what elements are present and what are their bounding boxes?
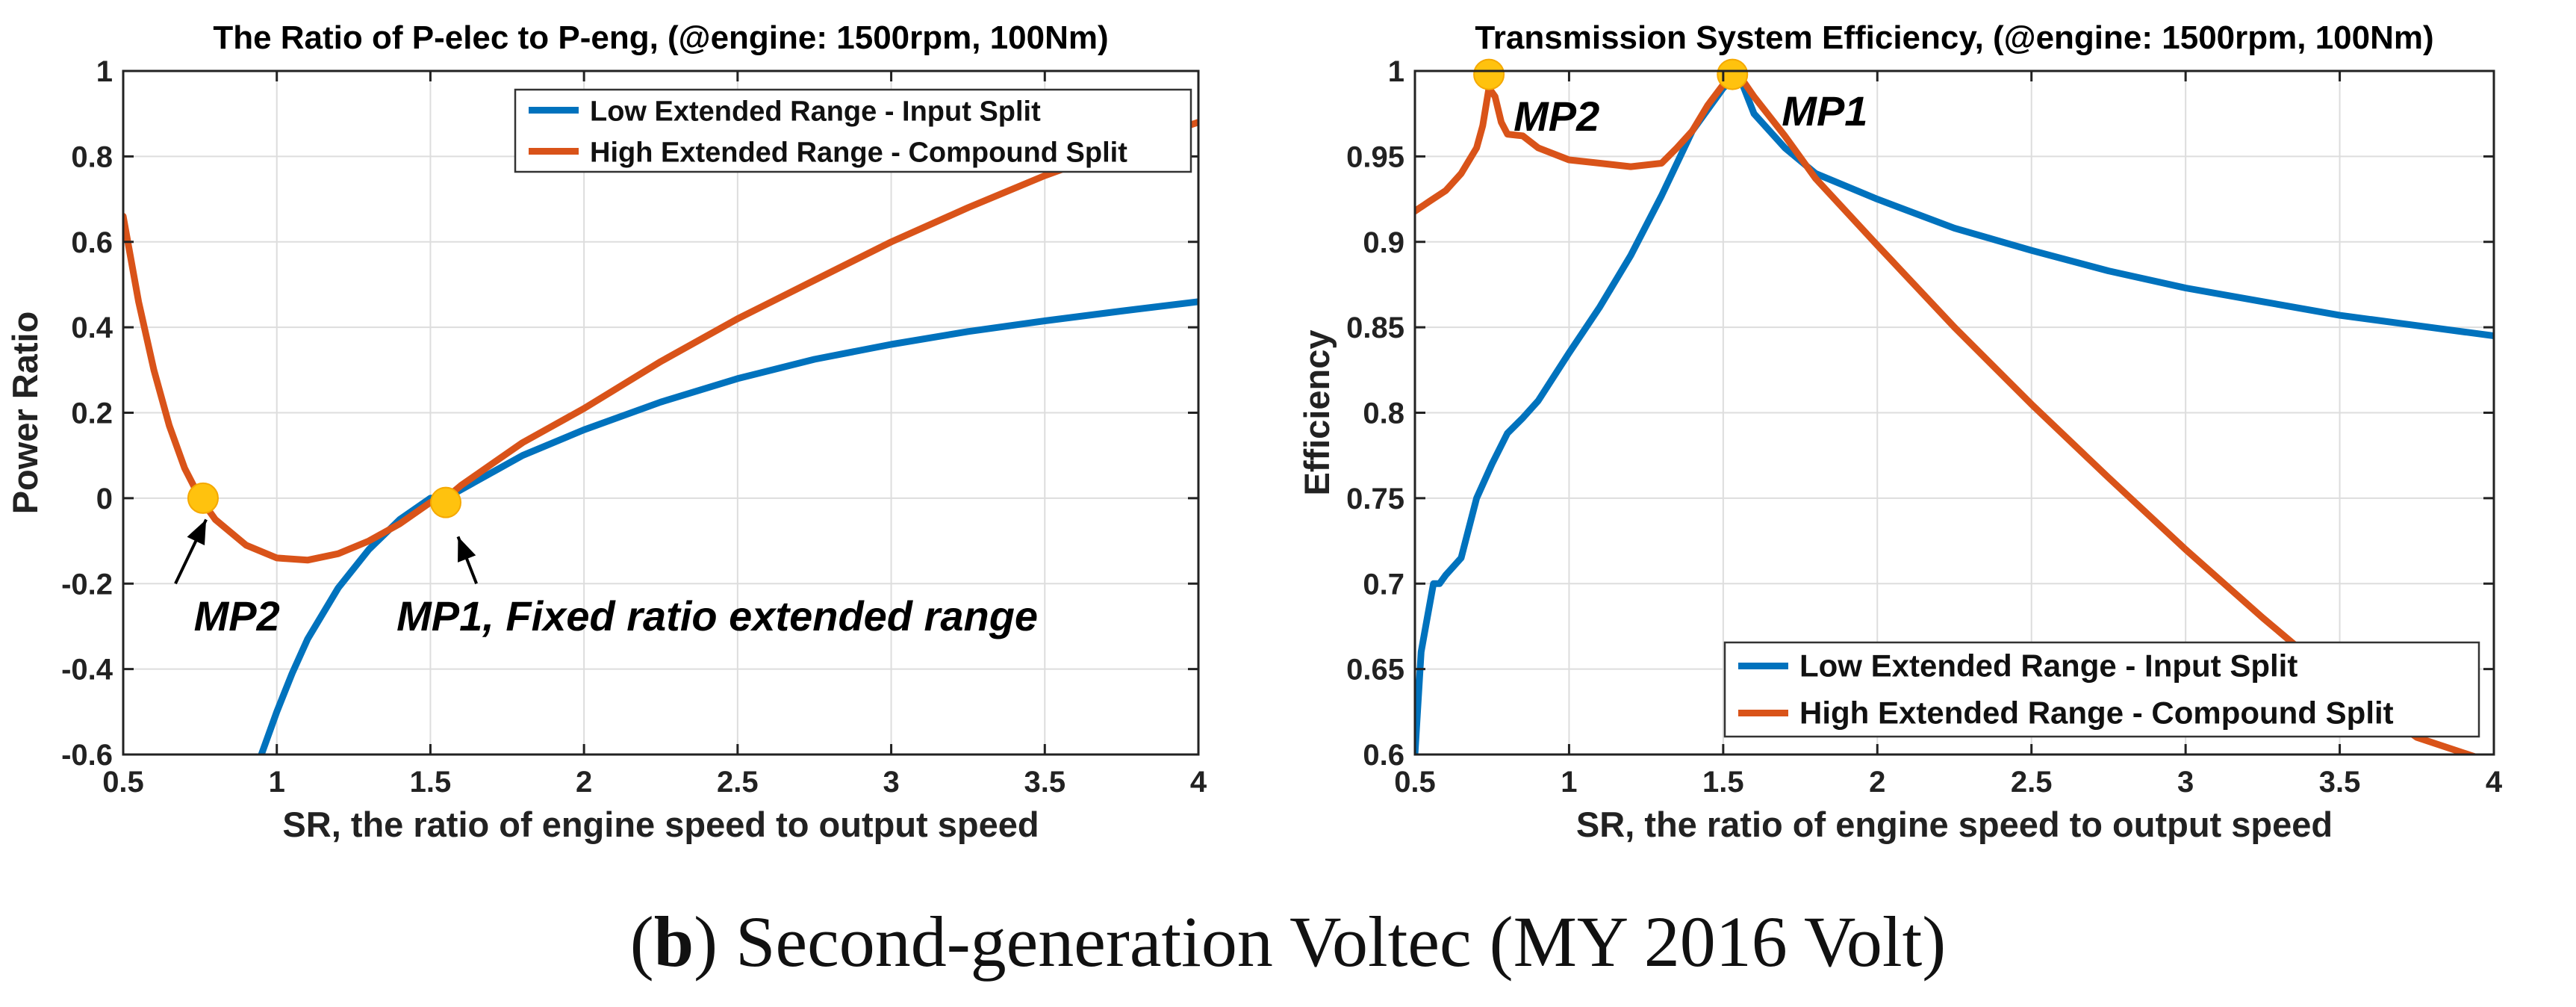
- x-tick-label: 0.5: [1394, 766, 1436, 799]
- caption-open-paren: (: [629, 902, 654, 982]
- y-axis-label: Power Ratio: [5, 312, 45, 515]
- x-axis-label: SR, the ratio of engine speed to output …: [282, 805, 1039, 844]
- y-tick-label: 0.7: [1363, 568, 1404, 601]
- x-tick-label: 1: [1561, 766, 1577, 799]
- y-tick-label: 0.6: [1363, 739, 1404, 772]
- annotation-arrow-head: [187, 519, 207, 545]
- y-tick-label: 1: [96, 55, 113, 88]
- annotation-label: MP1: [1782, 87, 1867, 134]
- marker-mp2: [187, 482, 219, 514]
- marker-mp1: [1717, 58, 1749, 90]
- y-tick-label: 0.4: [71, 312, 113, 344]
- series-line-1: [1415, 71, 2494, 755]
- chart-title: Transmission System Efficiency, (@engine…: [1475, 19, 2433, 56]
- legend: Low Extended Range - Input Split High Ext…: [1723, 641, 2480, 738]
- legend-box: [1723, 641, 2480, 738]
- y-tick-label: 0.85: [1346, 312, 1404, 344]
- y-tick-label: -0.2: [61, 568, 113, 601]
- y-tick-label: 0.95: [1346, 140, 1404, 173]
- x-tick-label: 1.5: [410, 766, 452, 799]
- series-line-2: [1415, 71, 2479, 755]
- chart-panel-1: 0.5 1 1.5 2 2.5 3 3.5 4 -0.6 -0.4 -0.2 0 0.2 0.4 0.6 0.…: [5, 19, 1207, 844]
- legend: Low Extended Range - Input Split High Ext…: [514, 88, 1192, 173]
- caption-label: b: [653, 902, 694, 982]
- x-tick-label: 1: [269, 766, 285, 799]
- y-tick-label: 0.2: [71, 397, 113, 430]
- x-tick-label: 3: [883, 766, 899, 799]
- annotation-arrow-head: [458, 536, 476, 563]
- y-tick-label: -0.4: [61, 654, 113, 687]
- series-line-1: [258, 298, 1198, 755]
- figure-caption: (b) Second-generation Voltec (MY 2016 Vo…: [0, 900, 2576, 983]
- x-tick-label: 0.5: [102, 766, 144, 799]
- x-tick-label: 3: [2177, 766, 2194, 799]
- legend-label-2: High Extended Range - Compound Split: [590, 137, 1127, 169]
- y-tick-label: 0: [96, 483, 113, 515]
- caption-text: ) Second-generation Voltec (MY 2016 Volt…: [694, 902, 1947, 982]
- x-tick-label: 3.5: [1024, 766, 1065, 799]
- marker-mp2: [1473, 58, 1505, 90]
- legend-box: [514, 88, 1192, 173]
- y-tick-label: 0.9: [1363, 226, 1404, 259]
- legend-label-1: Low Extended Range - Input Split: [590, 96, 1041, 128]
- y-tick-label: 0.65: [1346, 654, 1404, 687]
- y-tick-label: 0.6: [71, 226, 113, 259]
- x-tick-label: 3.5: [2319, 766, 2361, 799]
- y-tick-label: -0.6: [61, 739, 113, 772]
- y-tick-label: 0.75: [1346, 483, 1404, 515]
- marker-mp1: [430, 486, 461, 518]
- x-axis-label: SR, the ratio of engine speed to output …: [1576, 805, 2333, 844]
- y-axis-label: Efficiency: [1297, 329, 1337, 495]
- annotation-label: MP1, Fixed ratio extended range: [396, 592, 1038, 639]
- y-tick-label: 0.8: [71, 140, 113, 173]
- x-tick-label: 2: [576, 766, 592, 799]
- chart-title: The Ratio of P-elec to P-eng, (@engine: …: [213, 19, 1108, 56]
- chart-panel-2: 0.5 1 1.5 2 2.5 3 3.5 4 0.6 0.65 0.7 0.75 0.8 0.85 0.9…: [1297, 19, 2503, 844]
- annotation-label: MP2: [194, 592, 280, 639]
- x-tick-label: 1.5: [1702, 766, 1744, 799]
- x-tick-label: 4: [2486, 766, 2503, 799]
- x-tick-label: 2.5: [717, 766, 759, 799]
- x-tick-label: 2: [1869, 766, 1885, 799]
- legend-label-1: Low Extended Range - Input Split: [1799, 648, 2297, 684]
- x-tick-label: 2.5: [2011, 766, 2053, 799]
- legend-label-2: High Extended Range - Compound Split: [1799, 695, 2394, 731]
- y-tick-label: 0.8: [1363, 397, 1404, 430]
- y-tick-label: 1: [1388, 55, 1404, 88]
- annotation-label: MP2: [1513, 93, 1599, 140]
- x-tick-label: 4: [1190, 766, 1207, 799]
